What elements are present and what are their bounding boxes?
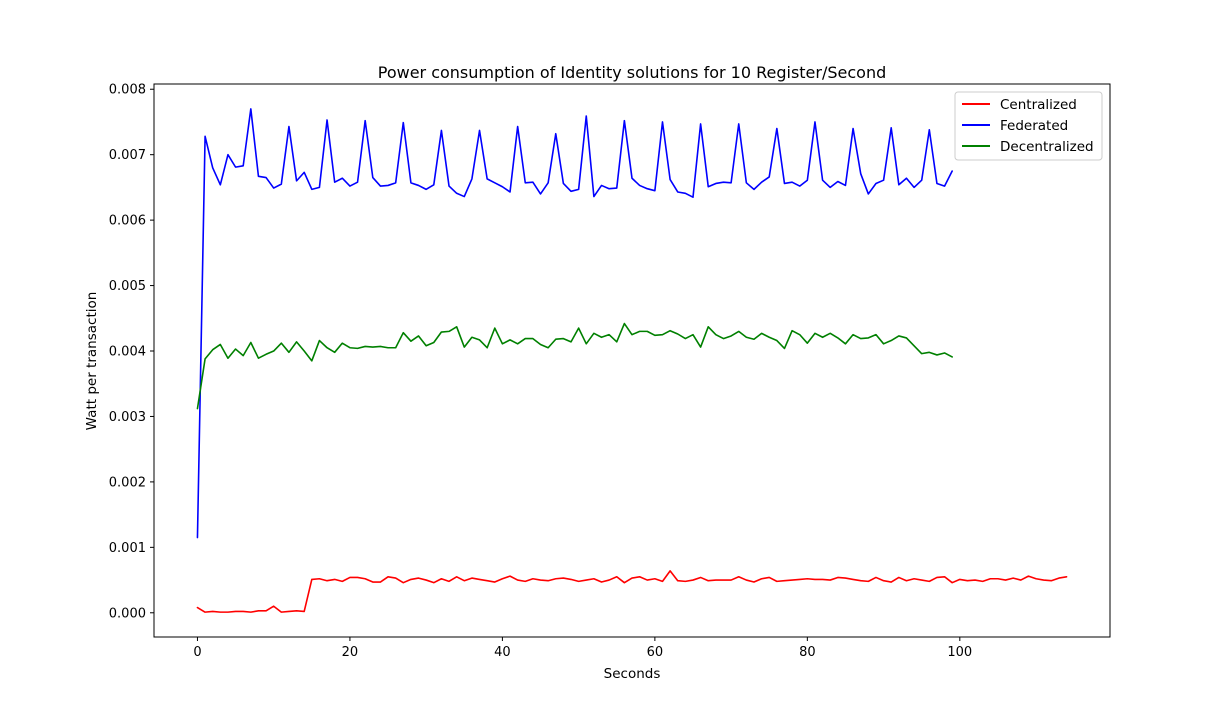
- series-line-decentralized: [196, 322, 953, 410]
- y-tick-label: 0.008: [109, 83, 146, 98]
- x-tick-label: 0: [193, 645, 201, 660]
- chart-title: Power consumption of Identity solutions …: [378, 63, 887, 82]
- y-tick-label: 0.007: [109, 148, 146, 163]
- x-tick-label: 40: [494, 645, 511, 660]
- series-lines: [196, 108, 1068, 613]
- y-tick-label: 0.006: [109, 214, 146, 229]
- legend: Centralized Federated Decentralized: [954, 91, 1103, 161]
- x-tick-label: 60: [647, 645, 664, 660]
- y-tick-label: 0.000: [109, 606, 146, 621]
- series-line-federated: [196, 108, 953, 539]
- x-tick-label: 80: [799, 645, 816, 660]
- x-axis: 0 20 40 60 80 100: [193, 637, 972, 660]
- x-axis-label: Seconds: [604, 666, 661, 682]
- plot-frame: [153, 83, 1111, 638]
- y-tick-label: 0.004: [109, 345, 146, 360]
- legend-frame: [954, 91, 1103, 161]
- y-tick-label: 0.003: [109, 410, 146, 425]
- x-tick-label: 20: [342, 645, 359, 660]
- y-tick-label: 0.002: [109, 475, 146, 490]
- legend-label-centralized: Centralized: [1000, 97, 1077, 113]
- y-axis: 0.000 0.001 0.002 0.003 0.004 0.005 0.006 0.007…: [109, 83, 154, 621]
- y-tick-label: 0.005: [109, 279, 146, 294]
- legend-label-federated: Federated: [1000, 118, 1068, 134]
- series-line-centralized: [196, 570, 1068, 613]
- legend-label-decentralized: Decentralized: [1000, 139, 1094, 155]
- y-tick-label: 0.001: [109, 541, 146, 556]
- y-axis-label: Watt per transaction: [84, 292, 100, 431]
- x-tick-label: 100: [947, 645, 972, 660]
